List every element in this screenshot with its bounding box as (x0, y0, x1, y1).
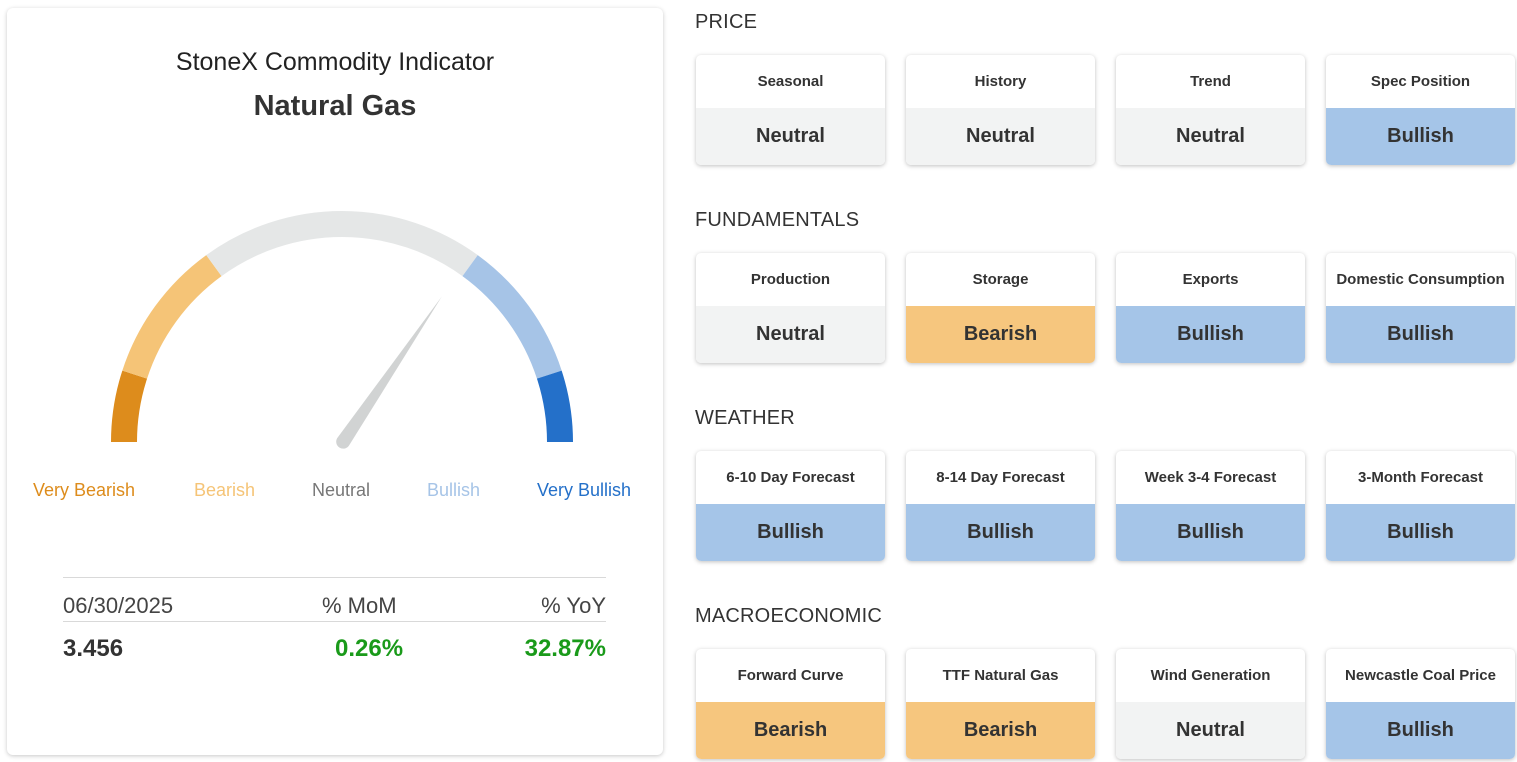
section-title-macroeconomic: MACROECONOMIC (695, 605, 883, 627)
indicator-card-3-month-forecast[interactable]: 3-Month Forecast Bullish (1326, 451, 1515, 561)
indicator-label: 6-10 Day Forecast (726, 469, 855, 486)
commodity-name: Natural Gas (253, 90, 417, 122)
indicator-status: Bearish (696, 702, 885, 759)
indicator-label: History (974, 73, 1027, 90)
indicator-card-history[interactable]: History Neutral (906, 55, 1095, 165)
indicator-card-production[interactable]: Production Neutral (696, 253, 885, 363)
stats-date: 06/30/2025 (63, 593, 174, 618)
gauge-segment-neutral (206, 211, 478, 277)
indicator-label: Wind Generation (1150, 667, 1271, 684)
indicator-status: Neutral (1116, 108, 1305, 165)
indicator-label: Storage (972, 271, 1029, 288)
indicator-gauge-card: StoneX Commodity Indicator Natural Gas V… (7, 8, 663, 755)
stats-mom-value: 0.26% (335, 635, 404, 662)
indicator-status: Neutral (906, 108, 1095, 165)
gauge-needle (336, 296, 442, 449)
indicator-status: Neutral (696, 108, 885, 165)
indicator-label: Trend (1190, 73, 1231, 90)
section-title-fundamentals: FUNDAMENTALS (695, 209, 860, 231)
gauge-label-bullish: Bullish (427, 480, 481, 500)
gauge-label-neutral: Neutral (312, 480, 371, 500)
gauge-label-very-bullish: Very Bullish (537, 480, 632, 500)
indicator-card-exports[interactable]: Exports Bullish (1116, 253, 1305, 363)
stats-mom-label: % MoM (322, 593, 397, 618)
indicator-card-spec-position[interactable]: Spec Position Bullish (1326, 55, 1515, 165)
stats-price-value: 3.456 (63, 635, 124, 662)
indicator-status: Bullish (1326, 306, 1515, 363)
gauge-segment-very-bullish (536, 370, 573, 443)
indicator-label: TTF Natural Gas (942, 667, 1059, 684)
indicator-label: Production (750, 271, 831, 288)
indicator-card-seasonal[interactable]: Seasonal Neutral (696, 55, 885, 165)
section-title-price: PRICE (695, 11, 758, 33)
indicator-card-ttf-natural-gas[interactable]: TTF Natural Gas Bearish (906, 649, 1095, 759)
gauge-label-very-bearish: Very Bearish (33, 480, 136, 500)
indicator-card-newcastle-coal-price[interactable]: Newcastle Coal Price Bullish (1326, 649, 1515, 759)
gauge-segment-bullish (462, 255, 562, 379)
indicator-card-trend[interactable]: Trend Neutral (1116, 55, 1305, 165)
stats-top-divider (63, 577, 606, 578)
indicator-status: Neutral (1116, 702, 1305, 759)
indicator-status: Bullish (1116, 306, 1305, 363)
indicator-label: Newcastle Coal Price (1345, 667, 1496, 684)
indicator-status: Bullish (906, 504, 1095, 561)
indicator-card-forward-curve[interactable]: Forward Curve Bearish (696, 649, 885, 759)
indicator-label: Week 3-4 Forecast (1144, 469, 1277, 486)
indicator-card-week-3-4-forecast[interactable]: Week 3-4 Forecast Bullish (1116, 451, 1305, 561)
stats-mid-divider (63, 621, 606, 622)
indicator-label: 8-14 Day Forecast (936, 469, 1065, 486)
indicator-title: StoneX Commodity Indicator (175, 48, 495, 76)
indicator-status: Bullish (1326, 702, 1515, 759)
indicator-status: Bearish (906, 702, 1095, 759)
gauge-segment-very-bearish (111, 370, 148, 443)
indicator-label: Domestic Consumption (1336, 271, 1505, 288)
indicator-card-storage[interactable]: Storage Bearish (906, 253, 1095, 363)
sentiment-gauge (111, 211, 573, 449)
indicator-card-wind-generation[interactable]: Wind Generation Neutral (1116, 649, 1305, 759)
stats-yoy-label: % YoY (541, 593, 606, 618)
stats-yoy-value: 32.87% (524, 635, 606, 662)
gauge-label-bearish: Bearish (194, 480, 256, 500)
gauge-segment-bearish (122, 255, 222, 379)
indicator-card-6-10-day-forecast[interactable]: 6-10 Day Forecast Bullish (696, 451, 885, 561)
indicator-status: Bullish (1326, 108, 1515, 165)
indicator-status: Bearish (906, 306, 1095, 363)
indicator-status: Bullish (1116, 504, 1305, 561)
indicator-label: Spec Position (1370, 73, 1471, 90)
indicator-label: Exports (1182, 271, 1239, 288)
indicator-status: Bullish (696, 504, 885, 561)
indicator-status: Neutral (696, 306, 885, 363)
indicator-label: Seasonal (757, 73, 824, 90)
indicator-card-domestic-consumption[interactable]: Domestic Consumption Bullish (1326, 253, 1515, 363)
indicator-status: Bullish (1326, 504, 1515, 561)
indicator-label: 3-Month Forecast (1357, 469, 1483, 486)
indicator-card-8-14-day-forecast[interactable]: 8-14 Day Forecast Bullish (906, 451, 1095, 561)
indicator-label: Forward Curve (737, 667, 844, 684)
section-title-weather: WEATHER (695, 407, 795, 429)
